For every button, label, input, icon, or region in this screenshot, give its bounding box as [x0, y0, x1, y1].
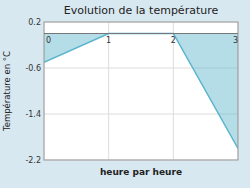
x-tick-label: 1	[106, 36, 111, 45]
data-group	[44, 34, 238, 149]
x-tick-label: 0	[46, 36, 51, 45]
y-tick-label: -1.4	[25, 110, 41, 119]
grid-line	[44, 114, 238, 115]
x-tick-label: 2	[171, 36, 176, 45]
line	[44, 34, 238, 149]
y-tick-label: -2.2	[25, 156, 41, 165]
area	[44, 34, 238, 149]
x-axis-label: heure par heure	[100, 167, 182, 177]
y-tick-label: -0.6	[25, 64, 41, 73]
x-tick-label: 3	[233, 36, 238, 45]
x-axis	[44, 33, 238, 34]
frame	[44, 22, 238, 160]
plot-area	[44, 22, 238, 160]
y-tick-label: 0.2	[28, 18, 41, 27]
y-axis-label: Température en °C	[2, 51, 12, 132]
title: Evolution de la température	[64, 4, 219, 17]
chart: 0.2 -0.6 -1.4 -2.2 0 1 2 3 Evolution de la tempé…	[0, 0, 250, 188]
